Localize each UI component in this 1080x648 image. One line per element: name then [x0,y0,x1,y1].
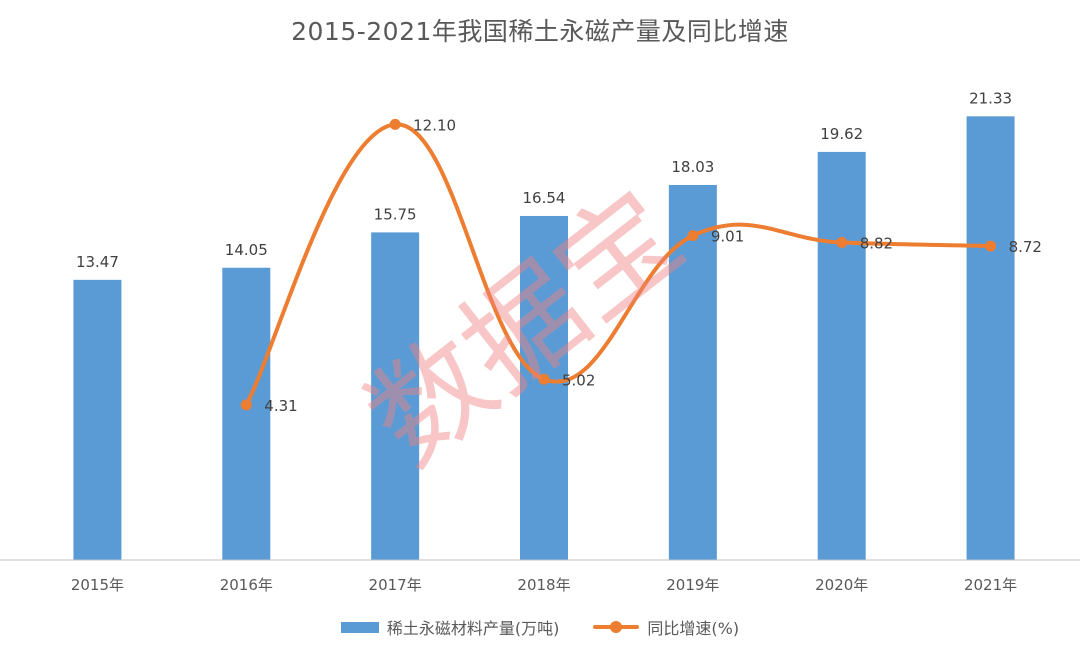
bar-value-label-4: 18.03 [671,158,714,176]
x-tick-label-3: 2018年 [517,576,570,594]
x-tick-label-5: 2020年 [815,576,868,594]
legend-line-swatch [593,620,640,634]
bar-value-label-5: 19.62 [820,125,863,143]
bar-1 [222,267,271,560]
bar-3 [520,215,568,560]
growth-point-5 [836,236,848,248]
bar-6 [966,116,1015,560]
growth-value-label-4: 9.01 [711,228,744,246]
x-tick-label-6: 2021年 [964,576,1017,594]
growth-point-4 [687,230,699,242]
legend-bar-swatch [340,621,379,633]
x-tick-label-0: 2015年 [71,576,124,594]
bar-4 [668,184,717,560]
bar-value-label-3: 16.54 [523,189,566,207]
growth-value-label-6: 8.72 [1009,238,1042,256]
bar-value-label-2: 15.75 [374,205,417,223]
legend: 稀土永磁材料产量(万吨) 同比增速(%) [0,614,1080,640]
growth-value-label-1: 4.31 [264,397,297,415]
legend-bar-label: 稀土永磁材料产量(万吨) [386,619,560,638]
bar-value-label-1: 14.05 [225,241,268,259]
growth-point-2 [389,118,401,130]
legend-item-line[interactable]: 同比增速(%) [593,615,739,639]
chart-title: 2015-2021年我国稀土永磁产量及同比增速 [291,17,789,46]
growth-point-6 [985,240,997,252]
growth-value-label-3: 5.02 [562,371,595,389]
x-tick-label-4: 2019年 [666,576,719,594]
x-tick-label-2: 2017年 [369,576,422,594]
bar-2 [371,232,420,560]
bar-5 [817,151,866,561]
bar-value-label-6: 21.33 [969,89,1012,107]
growth-point-1 [240,399,252,411]
legend-item-bar[interactable]: 稀土永磁材料产量(万吨) [340,615,560,639]
growth-point-3 [538,373,550,385]
growth-line [244,122,993,407]
bar-0 [73,279,122,560]
legend-line-label: 同比增速(%) [647,619,740,638]
x-tick-label-1: 2016年 [220,576,273,594]
growth-value-label-5: 8.82 [860,234,893,252]
bar-value-label-0: 13.47 [76,253,119,271]
growth-value-label-2: 12.10 [413,116,456,134]
